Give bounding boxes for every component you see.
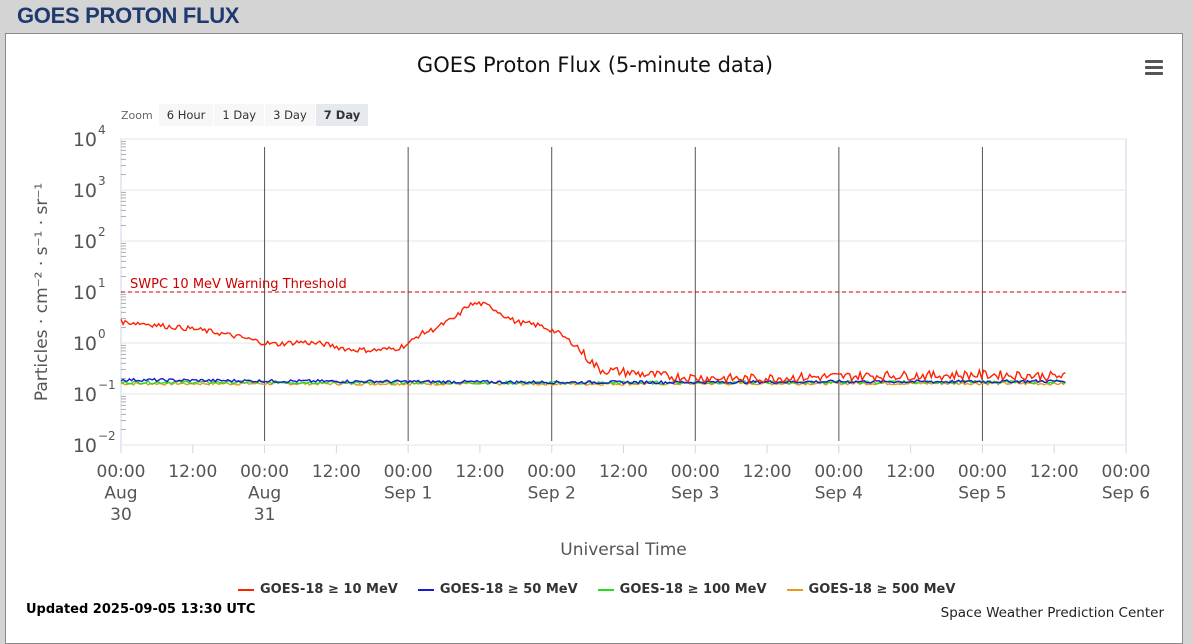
chart-legend: GOES-18 ≥ 10 MeV GOES-18 ≥ 50 MeV GOES-1… <box>238 582 955 597</box>
credit-text: Space Weather Prediction Center <box>940 605 1164 621</box>
page-title: GOES PROTON FLUX <box>17 3 240 28</box>
x-tick-label: 12:00 <box>1030 462 1079 482</box>
x-tick-label: Sep 1 <box>384 484 432 504</box>
y-tick-exponent: 1 <box>98 276 106 290</box>
x-tick-label: 00:00 <box>97 462 146 482</box>
x-tick-label: 00:00 <box>671 462 720 482</box>
x-tick-label: 00:00 <box>240 462 289 482</box>
x-axis-title: Universal Time <box>560 540 686 560</box>
legend-item-10mev[interactable]: GOES-18 ≥ 10 MeV <box>238 582 398 597</box>
x-tick-label: 00:00 <box>814 462 863 482</box>
x-tick-label: 00:00 <box>527 462 576 482</box>
y-tick-label: 10 <box>73 231 97 253</box>
series-line-0 <box>120 300 1066 385</box>
x-tick-label: 30 <box>110 505 132 525</box>
x-tick-label: 00:00 <box>1102 462 1151 482</box>
legend-label: GOES-18 ≥ 100 MeV <box>619 582 767 597</box>
legend-swatch <box>597 588 614 591</box>
x-tick-label: 12:00 <box>743 462 792 482</box>
zoom-label: Zoom <box>121 108 153 122</box>
chart-title: GOES Proton Flux (5-minute data) <box>417 53 773 77</box>
x-tick-label: Sep 3 <box>671 484 719 504</box>
x-tick-label: 12:00 <box>312 462 361 482</box>
y-tick-label: 10 <box>73 435 97 457</box>
zoom-3-day-button[interactable]: 3 Day <box>265 104 315 126</box>
zoom-7-day-button[interactable]: 7 Day <box>315 104 369 126</box>
y-tick-label: 10 <box>73 129 97 151</box>
legend-item-100mev[interactable]: GOES-18 ≥ 100 MeV <box>597 582 767 597</box>
chart-panel: GOES Proton Flux (5-minute data) 10 4 10 3 10… <box>5 33 1183 644</box>
x-tick-label: 31 <box>254 505 276 525</box>
x-tick-label: 12:00 <box>599 462 648 482</box>
zoom-1-day-button[interactable]: 1 Day <box>214 104 265 126</box>
legend-item-50mev[interactable]: GOES-18 ≥ 50 MeV <box>417 582 578 597</box>
y-tick-exponent: 3 <box>98 174 106 188</box>
series-line-1 <box>120 377 1066 385</box>
y-tick-label: 10 <box>73 282 97 304</box>
x-tick-label: 00:00 <box>958 462 1007 482</box>
legend-label: GOES-18 ≥ 10 MeV <box>260 582 398 597</box>
y-tick-exponent: 2 <box>98 225 106 239</box>
y-tick-exponent: −2 <box>98 429 116 443</box>
y-tick-label: 10 <box>73 333 97 355</box>
legend-label: GOES-18 ≥ 500 MeV <box>808 582 956 597</box>
threshold-label: SWPC 10 MeV Warning Threshold <box>130 277 347 292</box>
x-tick-label: 12:00 <box>455 462 504 482</box>
x-tick-label: Aug <box>248 484 281 504</box>
legend-label: GOES-18 ≥ 50 MeV <box>439 582 578 597</box>
x-tick-label: 12:00 <box>886 462 935 482</box>
y-tick-label: 10 <box>73 384 97 406</box>
y-tick-exponent: 4 <box>98 123 106 137</box>
chart-menu-icon[interactable] <box>1143 58 1165 78</box>
legend-item-500mev[interactable]: GOES-18 ≥ 500 MeV <box>786 582 956 597</box>
x-tick-label: 12:00 <box>168 462 217 482</box>
page-header: GOES PROTON FLUX <box>0 0 1193 32</box>
y-tick-exponent: 0 <box>98 327 106 341</box>
legend-swatch <box>786 588 803 591</box>
x-tick-label: Sep 4 <box>815 484 863 504</box>
y-axis-title: Particles · cm⁻² · s⁻¹ · sr⁻¹ <box>32 183 52 401</box>
legend-swatch <box>417 588 434 591</box>
zoom-bar: Zoom 6 Hour 1 Day 3 Day 7 Day <box>118 103 369 127</box>
zoom-6-hour-button[interactable]: 6 Hour <box>158 104 214 126</box>
x-tick-label: Sep 6 <box>1102 484 1150 504</box>
x-tick-label: Sep 2 <box>528 484 576 504</box>
legend-swatch <box>238 588 254 591</box>
x-tick-label: Sep 5 <box>958 484 1006 504</box>
y-tick-label: 10 <box>73 180 97 202</box>
y-tick-exponent: −1 <box>98 378 116 392</box>
x-tick-label: Aug <box>104 484 137 504</box>
x-tick-label: 00:00 <box>384 462 433 482</box>
updated-timestamp: Updated 2025-09-05 13:30 UTC <box>26 602 256 617</box>
